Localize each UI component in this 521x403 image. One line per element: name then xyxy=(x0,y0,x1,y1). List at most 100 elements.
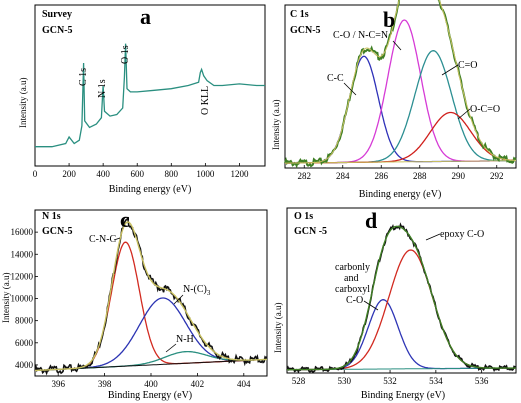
peak-label-cnc: C-N-C xyxy=(89,234,117,245)
panel-d: 528 530 532 534 536 d O 1s GCN -5 carbonly a… xyxy=(273,207,517,401)
panel-b-xtick-label: 282 xyxy=(298,171,312,181)
panel-a-ylabel: Intensity (a.u) xyxy=(18,78,28,128)
peak-label-and: and xyxy=(344,273,358,284)
panel-a-header-2: GCN-5 xyxy=(42,25,73,36)
panel-d-curves xyxy=(286,222,517,374)
panel-c-ytick-label: 6000 xyxy=(15,338,34,348)
panel-b-curves xyxy=(284,0,517,169)
panel-c-xtick-label: 402 xyxy=(191,379,205,389)
peak-label-o-c-double-o: O-C=O xyxy=(470,104,500,115)
panel-d-xtick-label: 528 xyxy=(292,376,306,386)
panel-d-xtick-label: 530 xyxy=(338,376,352,386)
panel-a-xlabel: Binding energy (eV) xyxy=(109,184,192,195)
peak-label-carboxyl: carboxyl xyxy=(335,284,370,295)
leader-co-ncn xyxy=(392,40,402,51)
panel-c-xtick-label: 398 xyxy=(98,379,112,389)
panel-a: 0 200 400 600 800 1000 1200 a Survey GCN-5 C 1… xyxy=(18,4,266,195)
peak-label-nc3: N-(C)3 xyxy=(183,284,211,297)
panel-b-ylabel: Intensity (a.u) xyxy=(271,100,281,150)
panel-b-header-2: GCN-5 xyxy=(290,25,321,36)
panel-b-xtick-label: 284 xyxy=(336,171,350,181)
panel-d-xtick-label: 536 xyxy=(475,376,489,386)
panel-a-xtick-label: 600 xyxy=(130,169,144,179)
leader-carbonly xyxy=(363,300,379,311)
leader-c-double-o xyxy=(441,64,459,76)
panel-c-curves xyxy=(34,216,268,376)
peak-label-nc3-main: N-(C) xyxy=(183,284,207,295)
leader-epoxy xyxy=(425,233,441,241)
panel-c-ytick-label: 14000 xyxy=(11,249,34,259)
n1s-fit-envelope xyxy=(34,221,267,372)
panel-d-x-ticks: 528 530 532 534 536 xyxy=(292,370,489,386)
panel-c-xtick-label: 400 xyxy=(144,379,158,389)
panel-c-ytick-label: 10000 xyxy=(11,294,34,304)
panel-a-x-ticks: 0 200 400 600 800 1000 1200 xyxy=(33,163,249,179)
c1s-fit-envelope xyxy=(285,0,516,164)
panel-b-xlabel: Binding energy (eV) xyxy=(359,189,442,200)
o1s-epoxy-component xyxy=(287,249,517,371)
c1s-raw-spectrum xyxy=(284,0,517,169)
panel-a-xtick-label: 1200 xyxy=(230,169,249,179)
panel-d-header-2: GCN -5 xyxy=(294,226,327,237)
panel-d-xlabel: Binding Energy (eV) xyxy=(361,390,445,401)
panel-c-ticks: 396 398 400 402 404 4000 6000 8000 10000 12000 140… xyxy=(11,227,252,389)
panel-c-xtick-label: 404 xyxy=(237,379,251,389)
c1s-o-c-double-o-component xyxy=(285,111,516,164)
panel-a-xtick-label: 200 xyxy=(62,169,76,179)
n1s-raw-spectrum xyxy=(34,216,268,376)
panel-c-tag: c xyxy=(120,207,130,232)
leader-cc xyxy=(343,82,357,96)
panel-c-ylabel: Intensity (a.u) xyxy=(1,273,11,323)
panel-b-xtick-label: 292 xyxy=(490,171,504,181)
peak-label-co: C-O xyxy=(346,295,363,306)
peak-label-nh: N-H xyxy=(176,334,194,345)
panel-b-frame xyxy=(284,4,517,169)
panel-d-ylabel: Intensity (a.u) xyxy=(273,303,283,353)
panel-d-xtick-label: 532 xyxy=(383,376,397,386)
peak-label-carbonly: carbonly xyxy=(335,262,370,273)
panel-b-x-ticks: 282 284 286 288 290 292 xyxy=(298,165,504,181)
panel-a-xtick-label: 1000 xyxy=(196,169,215,179)
o1s-fit-envelope xyxy=(287,225,517,371)
panel-c-xlabel: Binding Energy (eV) xyxy=(108,390,192,401)
panel-b-xtick-label: 286 xyxy=(375,171,389,181)
panel-a-tag: a xyxy=(140,4,151,29)
panel-c-ytick-label: 12000 xyxy=(11,271,34,281)
panel-d-tag: d xyxy=(365,208,377,233)
o1s-carbonyl-component xyxy=(287,299,516,371)
peak-label-co-ncn: C-O / N-C=N xyxy=(333,30,388,41)
leader-o-c-double-o xyxy=(457,108,471,120)
survey-spectrum-line xyxy=(35,43,265,148)
panel-c-ytick-label: 8000 xyxy=(15,316,34,326)
panel-d-xtick-label: 534 xyxy=(429,376,443,386)
panel-d-header-1: O 1s xyxy=(294,211,313,222)
peak-label-c1s: C 1s xyxy=(78,68,89,86)
panel-b-xtick-label: 290 xyxy=(452,171,466,181)
peak-label-cc: C-C xyxy=(327,73,344,84)
peak-label-okll: O KLL xyxy=(200,86,211,115)
peak-label-c-double-o: C=O xyxy=(458,60,478,71)
panel-c: 396 398 400 402 404 4000 6000 8000 10000 12000 140… xyxy=(1,207,268,401)
leader-cnc xyxy=(113,237,121,241)
panel-b-tag: b xyxy=(383,7,395,32)
panel-d-frame xyxy=(286,207,517,374)
panel-b-xtick-label: 288 xyxy=(413,171,427,181)
peak-label-n1s: N 1s xyxy=(97,79,108,98)
panel-a-header-1: Survey xyxy=(42,9,72,20)
panel-c-ytick-label: 4000 xyxy=(15,360,34,370)
panel-b: 282 284 286 288 290 292 b C 1s GCN-5 C-C C-O … xyxy=(271,0,517,200)
panel-c-header-1: N 1s xyxy=(42,211,61,222)
peak-label-epoxy: epoxy C-O xyxy=(440,229,484,240)
panel-b-header-1: C 1s xyxy=(290,9,309,20)
panel-a-xtick-label: 0 xyxy=(33,169,38,179)
panel-c-xtick-label: 396 xyxy=(51,379,65,389)
panel-a-xtick-label: 800 xyxy=(165,169,179,179)
panel-a-xtick-label: 400 xyxy=(96,169,110,179)
peak-label-o1s: O 1s xyxy=(120,45,131,64)
panel-c-ytick-label: 16000 xyxy=(11,227,34,237)
leader-nh xyxy=(165,343,177,353)
leader-nc3 xyxy=(173,294,184,305)
o1s-raw-spectrum xyxy=(286,222,517,374)
panel-c-header-2: GCN-5 xyxy=(42,226,73,237)
